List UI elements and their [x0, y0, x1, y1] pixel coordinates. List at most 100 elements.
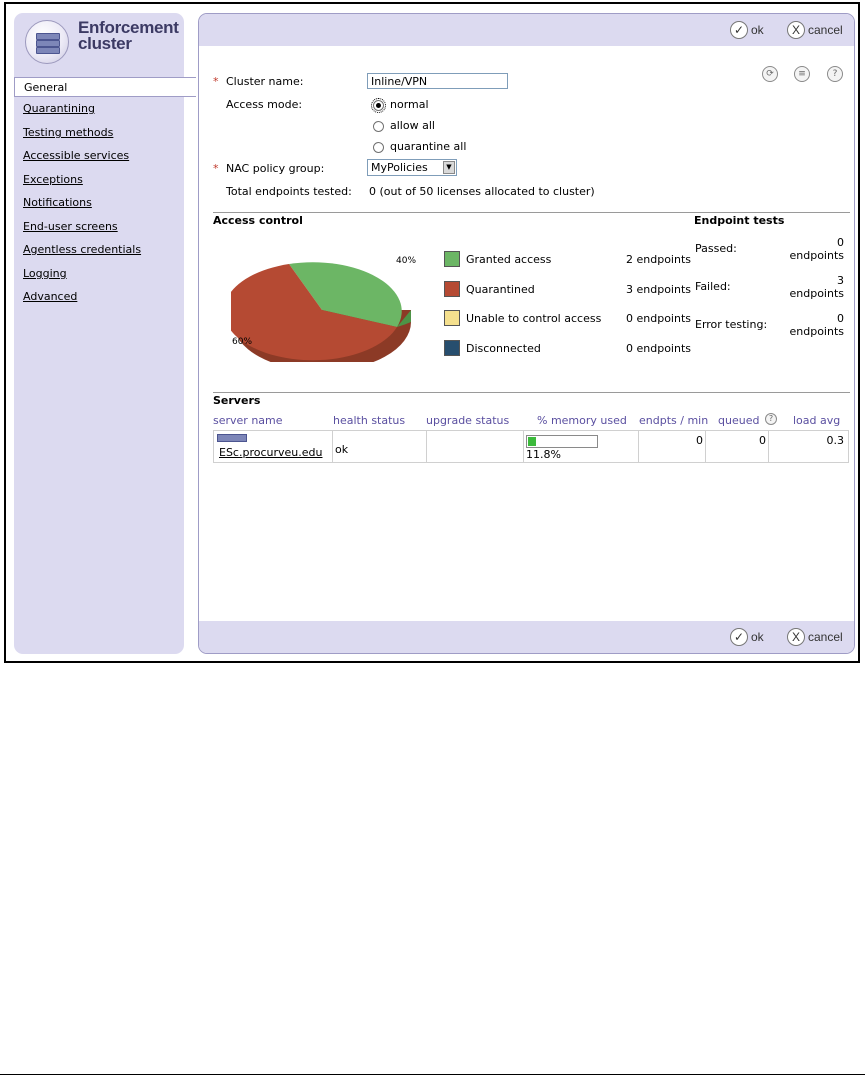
policy-group-label: NAC policy group: [226, 162, 325, 175]
policy-group-value: MyPolicies [371, 161, 428, 174]
memory-progress-fill [528, 436, 536, 446]
sidebar-item-logging[interactable]: Logging [23, 267, 67, 280]
radio-allow-all[interactable] [373, 121, 384, 132]
radio-quarantine-all-label: quarantine all [390, 140, 467, 153]
legend-swatch-quarantined [444, 281, 460, 297]
endpoint-passed-label: Passed: [695, 242, 737, 255]
legend-label-disconnected: Disconnected [466, 342, 541, 355]
ok-button-top[interactable]: ✓ ok [730, 20, 764, 40]
endpoint-failed-count: 3 [837, 274, 844, 287]
pie-slice-granted [289, 262, 402, 327]
ok-button-bottom[interactable]: ✓ ok [730, 627, 764, 647]
table-row: ESc.procurveu.edu ok 11.8% 0 0 0.3 [213, 430, 849, 463]
endpoint-error-count: 0 [837, 312, 844, 325]
access-mode-label: Access mode: [226, 98, 303, 111]
check-icon: ✓ [730, 628, 748, 646]
sidebar-title-line2: cluster [78, 34, 132, 53]
sidebar-item-general[interactable]: General [14, 77, 196, 97]
queued-help-icon[interactable]: ? [765, 413, 777, 425]
access-pie-chart [231, 262, 411, 362]
endpts-cell: 0 [638, 430, 706, 463]
servers-table: ESc.procurveu.edu ok 11.8% 0 0 0.3 [213, 430, 849, 463]
window-frame: Enforcement cluster General Quarantining… [4, 2, 860, 663]
column-health-status[interactable]: health status [333, 414, 406, 427]
legend-swatch-granted [444, 251, 460, 267]
policy-group-select[interactable]: MyPolicies ▼ [367, 159, 457, 176]
radio-allow-all-label: allow all [390, 119, 435, 132]
sidebar-item-accessible-services[interactable]: Accessible services [23, 149, 130, 162]
legend-count-quarantined: 3 endpoints [626, 283, 692, 296]
endpoint-tests-title: Endpoint tests [694, 214, 785, 227]
legend-swatch-unable [444, 310, 460, 326]
divider [213, 212, 850, 213]
ok-label: ok [751, 630, 764, 644]
sidebar-item-notifications[interactable]: Notifications [23, 196, 92, 209]
radio-quarantine-all[interactable] [373, 142, 384, 153]
sidebar-item-quarantining[interactable]: Quarantining [23, 102, 95, 115]
server-name-link[interactable]: ESc.procurveu.edu [219, 446, 323, 459]
memory-value: 11.8% [526, 447, 561, 461]
memory-progress-bar [526, 434, 598, 448]
ok-label: ok [751, 23, 764, 37]
divider [213, 392, 850, 393]
cluster-name-input[interactable]: Inline/VPN [367, 73, 508, 89]
endpoint-failed-label: Failed: [695, 280, 731, 293]
access-control-title: Access control [213, 214, 303, 227]
endpoint-passed-count: 0 [837, 236, 844, 249]
column-queued[interactable]: queued [718, 414, 760, 427]
cluster-name-label: Cluster name: [226, 75, 304, 88]
total-endpoints-value: 0 (out of 50 licenses allocated to clust… [369, 185, 595, 198]
cancel-label: cancel [808, 630, 843, 644]
x-icon: X [787, 21, 805, 39]
total-endpoints-label: Total endpoints tested: [226, 185, 352, 198]
sidebar-item-end-user-screens[interactable]: End-user screens [23, 220, 118, 233]
sidebar-header: Enforcement cluster [14, 13, 184, 73]
x-icon: X [787, 628, 805, 646]
sidebar-item-label: General [24, 81, 68, 94]
legend-label-quarantined: Quarantined [466, 283, 535, 296]
sidebar-item-agentless-credentials[interactable]: Agentless credentials [23, 243, 142, 256]
legend-count-unable: 0 endpoints [626, 312, 692, 325]
radio-normal-label: normal [390, 98, 429, 111]
radio-normal[interactable] [371, 98, 386, 113]
cancel-label: cancel [808, 23, 843, 37]
chevron-down-icon: ▼ [443, 161, 455, 174]
server-name-cell: ESc.procurveu.edu [213, 430, 333, 463]
cluster-name-value: Inline/VPN [371, 75, 428, 88]
load-avg-cell: 0.3 [768, 430, 849, 463]
column-endpts-per-min[interactable]: endpts / min [639, 414, 709, 427]
legend-count-granted: 2 endpoints [626, 253, 692, 266]
help-icon[interactable]: ? [827, 66, 843, 82]
sidebar-item-advanced[interactable]: Advanced [23, 290, 78, 303]
column-server-name[interactable]: server name [213, 414, 283, 427]
memory-used-cell: 11.8% [523, 430, 639, 463]
column-memory-used[interactable]: % memory used [537, 414, 627, 427]
refresh-icon[interactable]: ⟳ [762, 66, 778, 82]
list-icon[interactable]: ≡ [794, 66, 810, 82]
endpoint-error-unit: endpoints [789, 325, 844, 338]
legend-count-disconnected: 0 endpoints [626, 342, 692, 355]
sidebar-item-exceptions[interactable]: Exceptions [23, 173, 83, 186]
pie-side-granted [397, 310, 411, 327]
server-icon [217, 434, 247, 442]
endpoint-passed-unit: endpoints [789, 249, 844, 262]
column-upgrade-status[interactable]: upgrade status [426, 414, 510, 427]
pie-slice-quarantined [231, 264, 397, 361]
legend-label-unable: Unable to control access [466, 312, 602, 325]
pie-label-granted: 40% [396, 256, 417, 266]
health-status-cell: ok [332, 430, 427, 463]
endpoint-failed-unit: endpoints [789, 287, 844, 300]
legend-swatch-disconnected [444, 340, 460, 356]
sidebar-item-testing-methods[interactable]: Testing methods [23, 126, 114, 139]
servers-title: Servers [213, 394, 261, 407]
endpoint-error-label: Error testing: [695, 318, 768, 331]
sidebar: Enforcement cluster General Quarantining… [14, 13, 196, 654]
queued-cell: 0 [705, 430, 769, 463]
column-load-avg[interactable]: load avg [793, 414, 841, 427]
sidebar-title-line1: Enforcement [78, 18, 179, 37]
enforcement-cluster-icon [25, 20, 69, 64]
page-bottom-rule [0, 1074, 865, 1075]
